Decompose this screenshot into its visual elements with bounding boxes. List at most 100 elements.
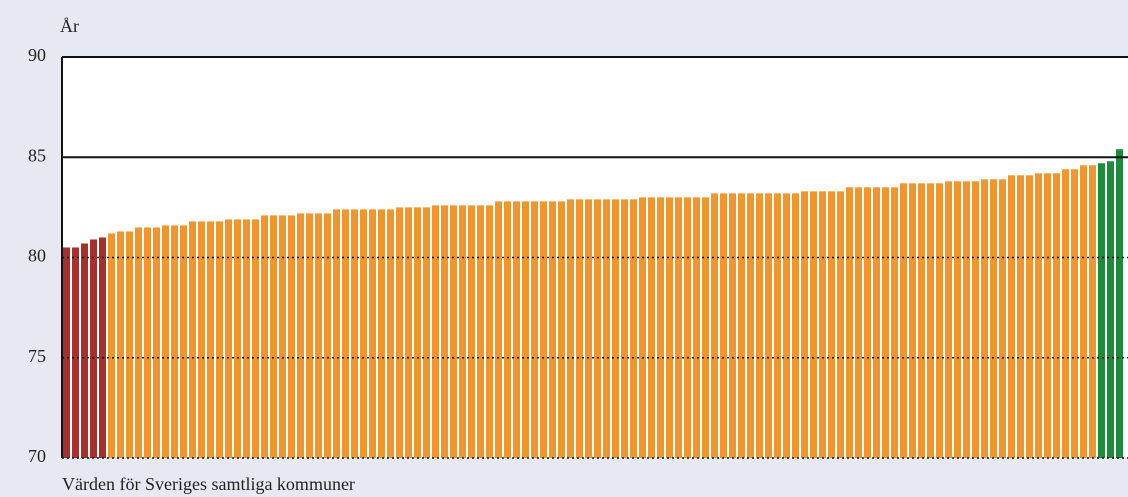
bar xyxy=(864,187,871,458)
bar xyxy=(351,209,358,458)
bar xyxy=(1080,165,1087,458)
bar xyxy=(675,197,682,458)
bar xyxy=(819,191,826,458)
bar xyxy=(1098,163,1105,458)
bar xyxy=(504,201,511,459)
bar xyxy=(72,247,79,458)
bar xyxy=(648,197,655,458)
bar xyxy=(873,187,880,458)
bar xyxy=(117,231,124,458)
bar xyxy=(846,187,853,458)
bar xyxy=(306,213,313,458)
bar xyxy=(900,183,907,458)
bar xyxy=(396,207,403,458)
bar xyxy=(756,193,763,458)
bar xyxy=(981,179,988,458)
bar xyxy=(135,227,142,458)
bar xyxy=(774,193,781,458)
bar xyxy=(828,191,835,458)
bar xyxy=(585,199,592,459)
y-axis-label: År xyxy=(60,16,79,36)
bar xyxy=(423,207,430,458)
bar xyxy=(792,193,799,458)
bar xyxy=(549,201,556,459)
bar xyxy=(720,193,727,458)
bar xyxy=(441,205,448,458)
bar xyxy=(387,209,394,458)
bar xyxy=(945,181,952,458)
y-tick-label: 80 xyxy=(28,246,46,266)
bar xyxy=(450,205,457,458)
bar xyxy=(891,187,898,458)
bar xyxy=(1116,149,1123,459)
bar xyxy=(747,193,754,458)
bar xyxy=(657,197,664,458)
bar xyxy=(288,215,295,458)
bar xyxy=(513,201,520,459)
bar xyxy=(108,233,115,458)
bar xyxy=(1026,175,1033,459)
bar xyxy=(999,179,1006,458)
bar xyxy=(711,193,718,458)
bar xyxy=(531,201,538,459)
bar xyxy=(261,215,268,458)
bar xyxy=(81,243,88,458)
bar xyxy=(378,209,385,458)
bar xyxy=(1062,169,1069,458)
bar xyxy=(477,205,484,458)
bar xyxy=(405,207,412,458)
bar xyxy=(360,209,367,458)
bar xyxy=(207,221,214,458)
bar xyxy=(603,199,610,459)
bar xyxy=(468,205,475,458)
bar xyxy=(567,199,574,459)
bar xyxy=(972,181,979,458)
bar xyxy=(90,239,97,458)
bar xyxy=(927,183,934,458)
x-axis-label: Värden för Sveriges samtliga kommuner xyxy=(62,474,355,494)
bar xyxy=(279,215,286,458)
bar xyxy=(1035,173,1042,459)
bar xyxy=(162,225,169,458)
bar xyxy=(315,213,322,458)
bar xyxy=(639,197,646,458)
bar xyxy=(189,221,196,458)
y-tick-label: 75 xyxy=(28,346,46,366)
bar xyxy=(684,197,691,458)
bar xyxy=(1017,175,1024,459)
bar xyxy=(1044,173,1051,459)
bar xyxy=(144,227,151,458)
bar xyxy=(342,209,349,458)
bar xyxy=(495,201,502,459)
bar xyxy=(693,197,700,458)
bar xyxy=(990,179,997,458)
bar xyxy=(198,221,205,458)
bar xyxy=(252,219,259,458)
bar xyxy=(324,213,331,458)
y-tick-label: 90 xyxy=(28,45,46,65)
bar xyxy=(297,213,304,458)
bar xyxy=(369,209,376,458)
bar xyxy=(1089,165,1096,458)
bar xyxy=(63,247,70,458)
bar xyxy=(234,219,241,458)
bar xyxy=(918,183,925,458)
bar xyxy=(621,199,628,459)
bar xyxy=(837,191,844,458)
bar xyxy=(783,193,790,458)
bar xyxy=(702,197,709,458)
bar xyxy=(936,183,943,458)
bar xyxy=(630,199,637,459)
bar xyxy=(612,199,619,459)
bar xyxy=(1053,173,1060,459)
bar xyxy=(810,191,817,458)
bar xyxy=(486,205,493,458)
bar xyxy=(270,215,277,458)
y-tick-label: 70 xyxy=(28,446,46,466)
bar xyxy=(1107,161,1114,458)
bar xyxy=(594,199,601,459)
bar xyxy=(909,183,916,458)
bar xyxy=(459,205,466,458)
bar xyxy=(432,205,439,458)
